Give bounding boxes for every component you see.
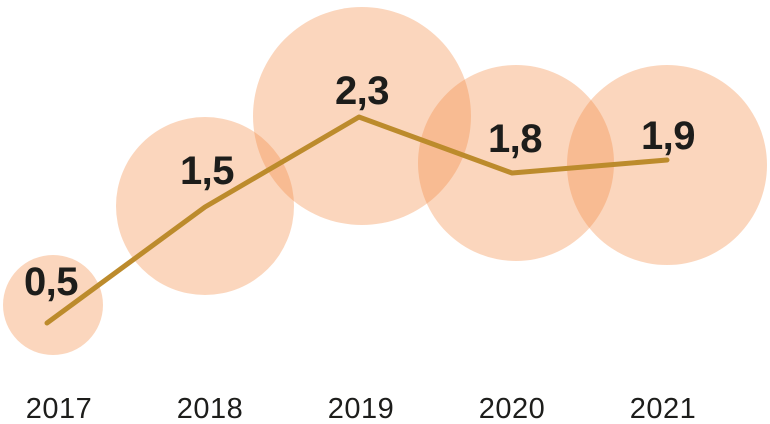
bubble-2021 xyxy=(567,65,767,265)
value-label-2021: 1,9 xyxy=(641,114,695,158)
value-label-2017: 0,5 xyxy=(24,260,78,304)
x-axis-label-2018: 2018 xyxy=(177,393,244,424)
value-label-2019: 2,3 xyxy=(335,69,389,113)
bubble-2017 xyxy=(3,255,103,355)
x-axis-label-2019: 2019 xyxy=(328,393,395,424)
x-axis-label-2021: 2021 xyxy=(630,393,697,424)
bubble-2020 xyxy=(418,65,614,261)
x-axis-label-2020: 2020 xyxy=(479,393,546,424)
x-axis-label-2017: 2017 xyxy=(26,393,93,424)
value-label-2020: 1,8 xyxy=(488,117,542,161)
trend-line xyxy=(44,114,670,326)
value-label-2018: 1,5 xyxy=(180,149,234,193)
